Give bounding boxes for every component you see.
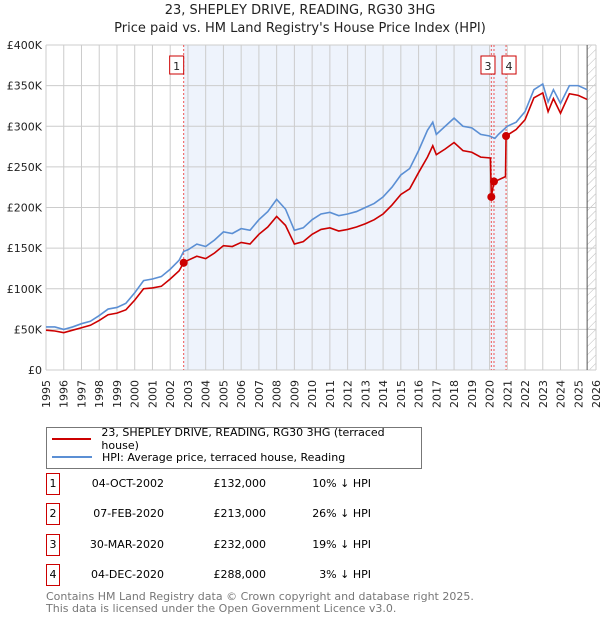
sale-date: 04-DEC-2020 [90,567,164,581]
sale-hpi-diff: 19% ↓ HPI [312,537,371,551]
sale-hpi-diff: 10% ↓ HPI [312,477,371,490]
x-tick-label: 2001 [146,380,159,408]
x-tick-label: 2013 [359,380,372,408]
x-tick-label: 2017 [430,380,443,408]
x-tick-label: 2023 [537,380,550,408]
legend-item-hpi: HPI: Average price, terraced house, Read… [52,449,345,465]
x-tick-label: 2006 [235,380,248,408]
x-tick-label: 2021 [501,380,514,408]
chart-subtitle: Price paid vs. HM Land Registry's House … [114,21,486,36]
sale-label-box [169,55,185,75]
sale-label: 4 [506,60,513,73]
x-tick-label: 2016 [413,380,426,408]
x-tick-label: 1995 [40,380,53,408]
sale-point [489,177,498,186]
sale-label-box [501,55,517,75]
x-tick-label: 2004 [200,380,213,408]
x-tick-label: 2014 [377,380,390,408]
legend-item-property: 23, SHEPLEY DRIVE, READING, RG30 3HG (te… [52,426,421,452]
property-price-line [45,91,588,334]
x-tick-label: 2018 [448,380,461,408]
y-tick-label: £400K [7,39,43,52]
sale-label: 3 [484,60,491,73]
sale-date: 04-OCT-2002 [91,477,164,490]
x-tick-label: 1996 [58,380,71,408]
x-tick-label: 2011 [324,380,337,408]
x-tick-label: 2026 [590,380,600,408]
sale-label: 1 [173,60,180,73]
legend-label: HPI: Average price, terraced house, Read… [102,450,346,464]
x-tick-label: 2012 [342,380,355,408]
x-tick-label: 1999 [111,380,124,408]
sale-point [502,132,511,140]
sale-date: 30-MAR-2020 [89,537,164,551]
price-chart: 1995 1996 1997 1998 1999 2000 2001 2002 2003 2004… [7,39,600,408]
sale-price: £213,000 [213,507,267,521]
sale-price: £288,000 [213,567,267,581]
x-tick-label: 2003 [182,380,195,408]
x-tick-label: 1998 [93,380,106,408]
x-tick-label: 2022 [519,380,532,408]
y-tick-label: £0 [28,364,42,377]
x-tick-label: 2024 [555,380,568,408]
chart-title: 23, SHEPLEY DRIVE, READING, RG30 3HG [164,3,436,18]
sale-hpi-diff: 26% ↓ HPI [312,507,371,521]
y-tick-label: £250K [7,161,43,174]
y-tick-label: £200K [7,202,43,215]
sale-point [487,192,496,201]
y-tick-label: £350K [7,80,43,93]
sale-number: 1 [46,473,60,495]
y-tick-label: £50K [14,323,43,336]
sale-number: 2 [46,503,60,526]
y-tick-label: £150K [7,242,43,255]
legend-swatch-blue [52,456,92,458]
x-tick-label: 1997 [75,380,88,408]
sale-point [179,258,188,267]
legend: 23, SHEPLEY DRIVE, READING, RG30 3HG (te… [46,426,422,469]
y-tick-label: £300K [7,120,43,133]
footer-line-2: This data is licensed under the Open Gov… [46,602,397,615]
x-tick-label: 2015 [395,380,408,408]
x-tick-label: 2020 [484,380,497,408]
sale-number: 3 [46,533,60,556]
x-tick-label: 2025 [572,380,585,408]
x-tick-label: 2008 [271,380,284,408]
x-tick-label: 2010 [306,380,319,408]
x-tick-label: 2009 [288,380,301,408]
sale-number: 4 [46,563,60,586]
x-tick-label: 2019 [466,380,479,408]
legend-label: 23, SHEPLEY DRIVE, READING, RG30 3HG (te… [101,426,385,452]
sale-price: £232,000 [213,537,267,551]
footer: Contains HM Land Registry data © Crown c… [46,591,474,615]
x-tick-label: 2007 [253,380,266,408]
sale-price: £132,000 [213,477,267,490]
sale-label-box [480,55,496,75]
sale-date: 07-FEB-2020 [93,507,164,521]
legend-swatch-red [52,438,92,440]
hpi-line [46,82,588,331]
sale-hpi-diff: 3% ↓ HPI [319,567,371,581]
footer-line-1: Contains HM Land Registry data © Crown c… [46,590,474,603]
x-tick-label: 2000 [129,380,142,408]
x-tick-label: 2005 [217,380,230,408]
y-tick-label: £100K [7,283,43,296]
x-tick-label: 2002 [164,380,177,408]
